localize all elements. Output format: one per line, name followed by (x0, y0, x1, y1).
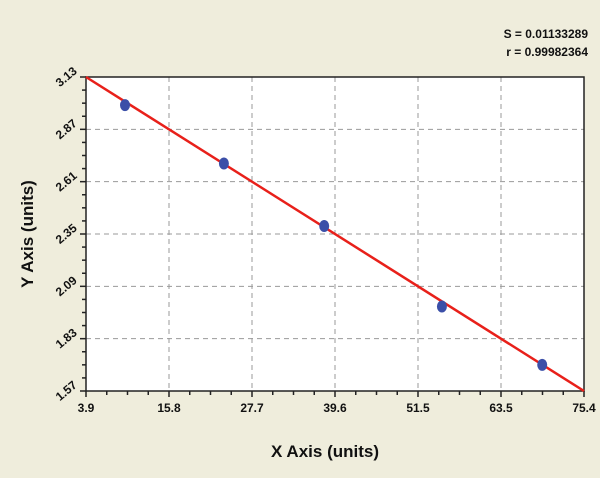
stat-r: r = 0.99982364 (506, 45, 588, 59)
x-tick-label: 15.8 (157, 401, 181, 415)
data-point (319, 219, 330, 232)
x-tick-label: 3.9 (78, 401, 95, 415)
x-axis-label: X Axis (units) (271, 442, 379, 461)
data-point (218, 157, 229, 170)
data-point (537, 358, 548, 371)
data-point (120, 99, 131, 112)
x-tick-label: 75.4 (572, 401, 596, 415)
x-tick-label: 39.6 (323, 401, 347, 415)
y-tick-label: 1.83 (53, 325, 80, 351)
y-tick-label: 1.57 (53, 378, 80, 404)
stat-s: S = 0.01133289 (503, 27, 588, 41)
x-tick-label: 63.5 (489, 401, 513, 415)
y-tick-label: 2.61 (53, 168, 80, 194)
x-tick-label: 51.5 (406, 401, 430, 415)
y-axis-label: Y Axis (units) (18, 180, 37, 288)
fit-line (85, 75, 585, 393)
y-tick-label: 2.87 (53, 116, 80, 142)
x-tick-label: 27.7 (240, 401, 264, 415)
data-point (436, 300, 447, 313)
y-tick-label: 3.13 (53, 64, 80, 90)
y-tick-label: 2.09 (53, 273, 80, 299)
y-tick-label: 2.35 (53, 221, 80, 247)
